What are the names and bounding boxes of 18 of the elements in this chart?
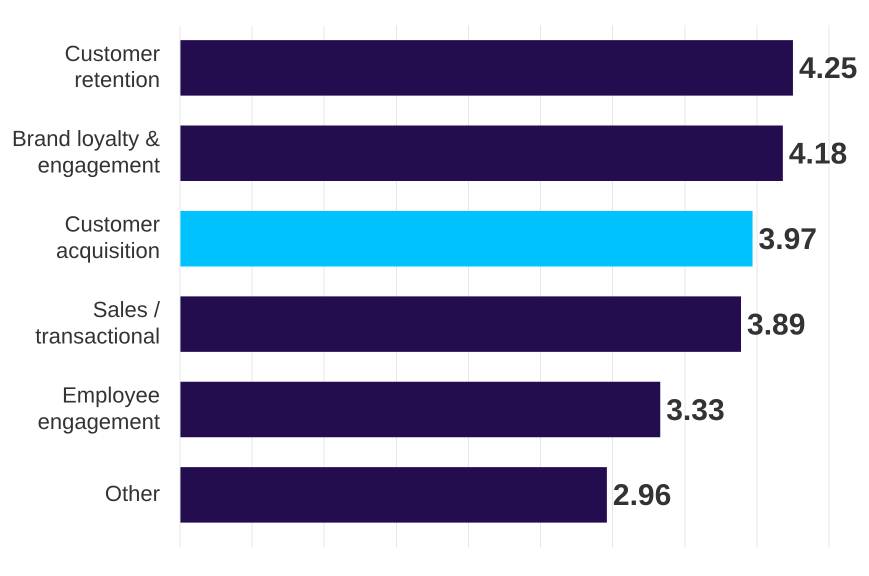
bar [180, 467, 607, 523]
y-tick-label: Sales / transactional [35, 296, 161, 348]
y-tick-label: Customer retention [64, 40, 160, 92]
bar [180, 126, 783, 182]
data-label: 4.25 [798, 52, 858, 86]
bar [180, 210, 753, 266]
y-tick-label: Customer acquisition [56, 212, 160, 263]
bar [180, 40, 793, 96]
y-tick-label: Other [104, 480, 160, 506]
y-tick-label: Employee engagement [38, 382, 160, 434]
data-label: 4.18 [788, 138, 848, 171]
data-label: 3.33 [666, 394, 725, 427]
data-label: 2.96 [612, 479, 672, 512]
y-tick-label: Brand loyalty & engagement [12, 126, 160, 178]
bar [180, 382, 660, 438]
bar [180, 296, 742, 352]
data-label: 3.89 [747, 308, 806, 342]
data-label: 3.97 [758, 222, 817, 256]
